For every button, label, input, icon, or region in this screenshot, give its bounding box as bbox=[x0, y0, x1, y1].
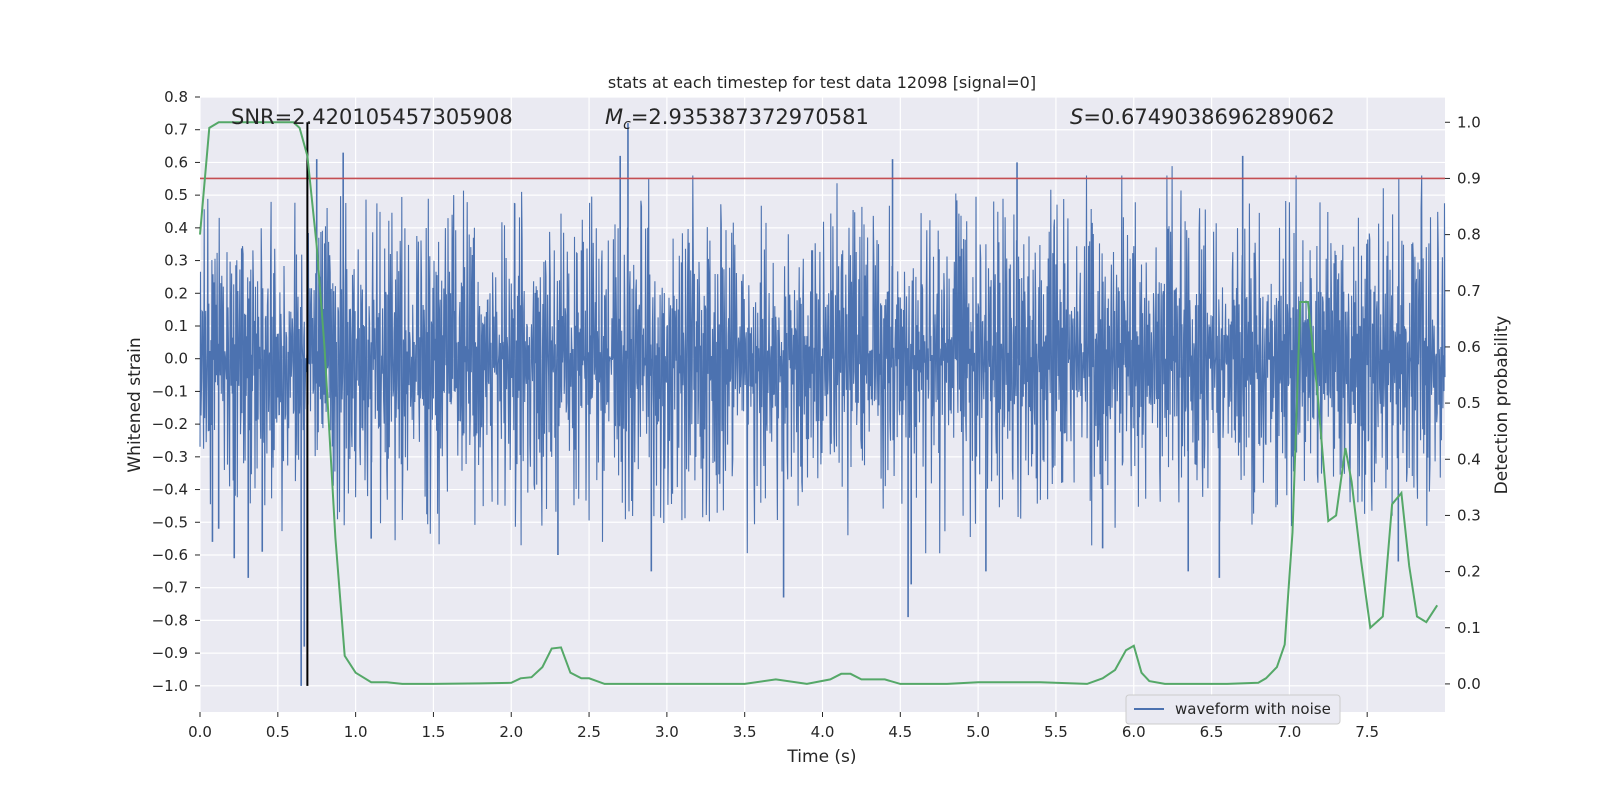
y-tick-label: −0.1 bbox=[152, 382, 188, 400]
x-tick-label: 4.5 bbox=[888, 723, 912, 741]
y2-tick-label: 0.0 bbox=[1457, 675, 1481, 693]
y2-tick-label: 0.8 bbox=[1457, 226, 1481, 244]
x-axis-ticks: 0.0 0.5 1.0 1.5 2.0 2.5 3.0 3.5 4.0 4.5 5.0 5.5 6.0 6… bbox=[188, 712, 1379, 741]
y2-tick-label: 0.2 bbox=[1457, 563, 1481, 581]
mc-subscript: c bbox=[623, 117, 631, 133]
y2-tick-label: 0.5 bbox=[1457, 394, 1481, 412]
chart-title: stats at each timestep for test data 120… bbox=[608, 73, 1036, 92]
x-tick-label: 5.0 bbox=[966, 723, 990, 741]
y2-tick-label: 0.7 bbox=[1457, 282, 1481, 300]
mc-annotation: Mc=2.935387372970581 bbox=[605, 105, 869, 133]
y-tick-label: 0.1 bbox=[164, 317, 188, 335]
y2-tick-label: 0.4 bbox=[1457, 450, 1481, 468]
legend-label: waveform with noise bbox=[1175, 700, 1331, 718]
y-tick-label: −0.3 bbox=[152, 448, 188, 466]
x-tick-label: 4.0 bbox=[811, 723, 835, 741]
y-tick-label: −0.9 bbox=[152, 644, 188, 662]
s-symbol: S bbox=[1070, 105, 1083, 129]
y-tick-label: 0.3 bbox=[164, 252, 188, 270]
x-tick-label: 2.5 bbox=[577, 723, 601, 741]
waveform-series bbox=[199, 123, 1446, 686]
y2-tick-label: 0.9 bbox=[1457, 169, 1481, 187]
y-tick-label: 0.8 bbox=[164, 88, 188, 106]
y-tick-label: 0.2 bbox=[164, 284, 188, 302]
y-axis-label: Whitened strain bbox=[125, 337, 145, 472]
y-tick-label: 0.5 bbox=[164, 186, 188, 204]
y-tick-label: −0.4 bbox=[152, 481, 188, 499]
y-tick-label: 0.6 bbox=[164, 153, 188, 171]
x-tick-label: 3.0 bbox=[655, 723, 679, 741]
y-axis-ticks: 0.8 0.7 0.6 0.5 0.4 0.3 0.2 0.1 0.0 −0.1 −0.2 −0.3 −… bbox=[152, 88, 200, 695]
x-axis-label: Time (s) bbox=[786, 747, 856, 767]
x-tick-label: 5.5 bbox=[1044, 723, 1068, 741]
x-tick-label: 7.5 bbox=[1355, 723, 1379, 741]
x-tick-label: 1.5 bbox=[422, 723, 446, 741]
legend-box bbox=[1125, 694, 1341, 725]
x-tick-label: 2.0 bbox=[499, 723, 523, 741]
y2-tick-label: 0.3 bbox=[1457, 506, 1481, 524]
mc-symbol: M bbox=[605, 105, 623, 129]
waveform-trace bbox=[199, 166, 1446, 554]
y-tick-label: −0.7 bbox=[152, 579, 188, 597]
y-tick-label: −1.0 bbox=[152, 677, 188, 695]
y-tick-label: −0.6 bbox=[152, 546, 188, 564]
y2-axis-ticks: 1.0 0.9 0.8 0.7 0.6 0.5 0.4 0.3 0.2 0.1 0.0 bbox=[1445, 113, 1481, 693]
y2-tick-label: 1.0 bbox=[1457, 113, 1481, 131]
x-tick-label: 6.0 bbox=[1122, 723, 1146, 741]
snr-annotation: SNR=2.420105457305908 bbox=[231, 105, 513, 129]
y-tick-label: −0.8 bbox=[152, 611, 188, 629]
x-tick-label: 7.0 bbox=[1277, 723, 1301, 741]
mc-value: =2.935387372970581 bbox=[631, 105, 869, 129]
x-tick-label: 0.5 bbox=[266, 723, 290, 741]
y2-axis-label: Detection probability bbox=[1492, 316, 1512, 495]
y-tick-label: 0.7 bbox=[164, 121, 188, 139]
y-tick-label: −0.2 bbox=[152, 415, 188, 433]
detection-probability-line bbox=[199, 121, 1439, 685]
x-tick-label: 1.0 bbox=[344, 723, 368, 741]
y2-tick-label: 0.6 bbox=[1457, 338, 1481, 356]
y-tick-label: 0.0 bbox=[164, 350, 188, 368]
x-tick-label: 3.5 bbox=[733, 723, 757, 741]
s-value: =0.6749038696289062 bbox=[1083, 105, 1334, 129]
y-tick-label: −0.5 bbox=[152, 513, 188, 531]
x-tick-label: 6.5 bbox=[1200, 723, 1224, 741]
s-annotation: S=0.6749038696289062 bbox=[1070, 105, 1335, 129]
x-tick-label: 0.0 bbox=[188, 723, 212, 741]
y2-tick-label: 0.1 bbox=[1457, 619, 1481, 637]
y-tick-label: 0.4 bbox=[164, 219, 188, 237]
legend: waveform with noise bbox=[1125, 694, 1341, 725]
